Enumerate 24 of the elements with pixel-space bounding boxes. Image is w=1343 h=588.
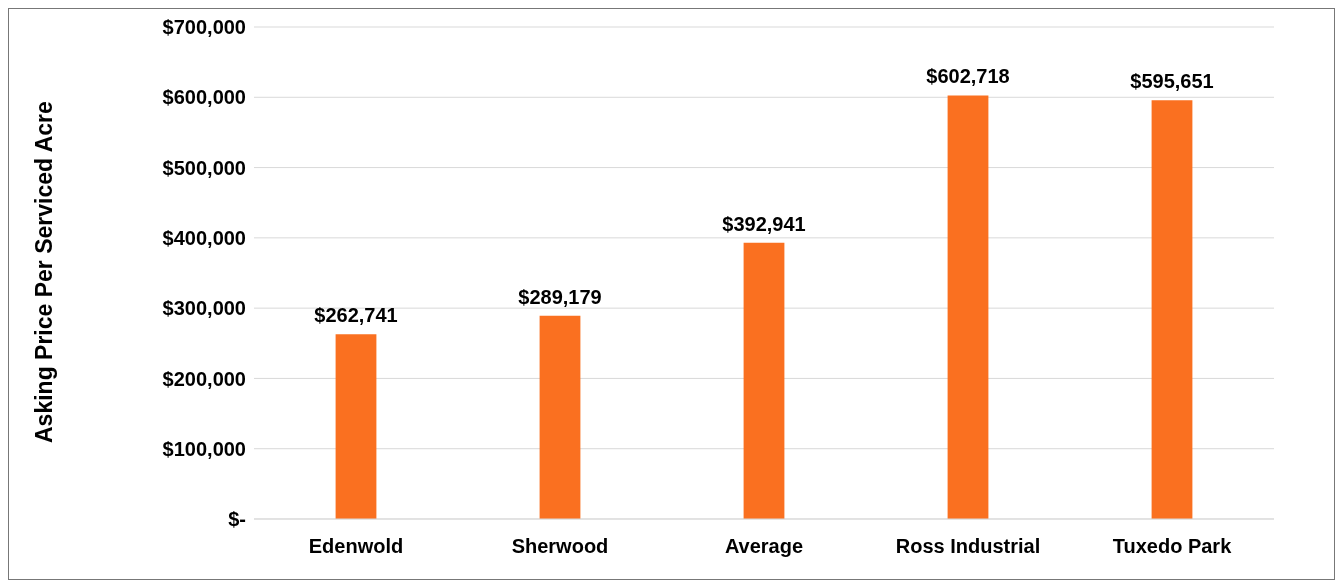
y-tick-label: $400,000 bbox=[162, 226, 246, 249]
y-tick-label: $700,000 bbox=[162, 16, 246, 39]
bar bbox=[947, 95, 989, 519]
y-tick-label: $600,000 bbox=[162, 86, 246, 109]
x-tick-label: Edenwold bbox=[308, 535, 404, 558]
data-label: $262,741 bbox=[314, 304, 398, 327]
x-tick-label: Sherwood bbox=[511, 535, 609, 558]
y-tick-label: $500,000 bbox=[162, 156, 246, 179]
data-label: $595,651 bbox=[1130, 70, 1214, 93]
x-tick-label: Average bbox=[724, 535, 804, 558]
data-label: $602,718 bbox=[926, 65, 1010, 88]
bar bbox=[335, 334, 377, 519]
bar bbox=[539, 315, 581, 519]
data-label: $289,179 bbox=[518, 285, 602, 308]
y-tick-label: $- bbox=[228, 508, 246, 531]
y-tick-label: $300,000 bbox=[162, 297, 246, 320]
y-tick-label: $100,000 bbox=[162, 437, 246, 460]
bar bbox=[1151, 100, 1193, 519]
x-tick-label: Tuxedo Park bbox=[1112, 535, 1233, 558]
x-tick-label: Ross Industrial bbox=[895, 535, 1041, 558]
y-tick-label: $200,000 bbox=[162, 367, 246, 390]
bar bbox=[743, 242, 785, 519]
data-label: $392,941 bbox=[722, 212, 806, 235]
y-axis-title: Asking Price Per Serviced Acre bbox=[31, 101, 58, 443]
